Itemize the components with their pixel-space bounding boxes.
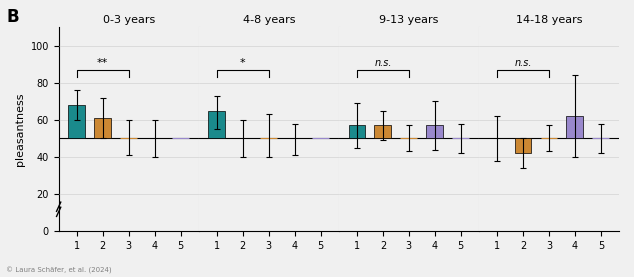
Text: *: *	[240, 58, 245, 68]
Bar	[427, 125, 443, 138]
Y-axis label: pleasantness: pleasantness	[15, 93, 25, 166]
Bar	[375, 125, 391, 138]
Title: 4-8 years: 4-8 years	[243, 15, 295, 25]
Text: **: **	[97, 58, 108, 68]
Text: B: B	[6, 8, 19, 26]
Bar	[68, 105, 85, 138]
Text: © Laura Schäfer, et al. (2024): © Laura Schäfer, et al. (2024)	[6, 267, 112, 274]
Bar	[515, 138, 531, 153]
Title: 0-3 years: 0-3 years	[103, 15, 155, 25]
Title: 9-13 years: 9-13 years	[379, 15, 439, 25]
Text: n.s.: n.s.	[374, 58, 392, 68]
Bar	[94, 118, 111, 138]
Text: n.s.: n.s.	[514, 58, 532, 68]
Bar	[209, 111, 225, 138]
Bar	[349, 125, 365, 138]
Title: 14-18 years: 14-18 years	[515, 15, 582, 25]
Bar	[566, 116, 583, 138]
